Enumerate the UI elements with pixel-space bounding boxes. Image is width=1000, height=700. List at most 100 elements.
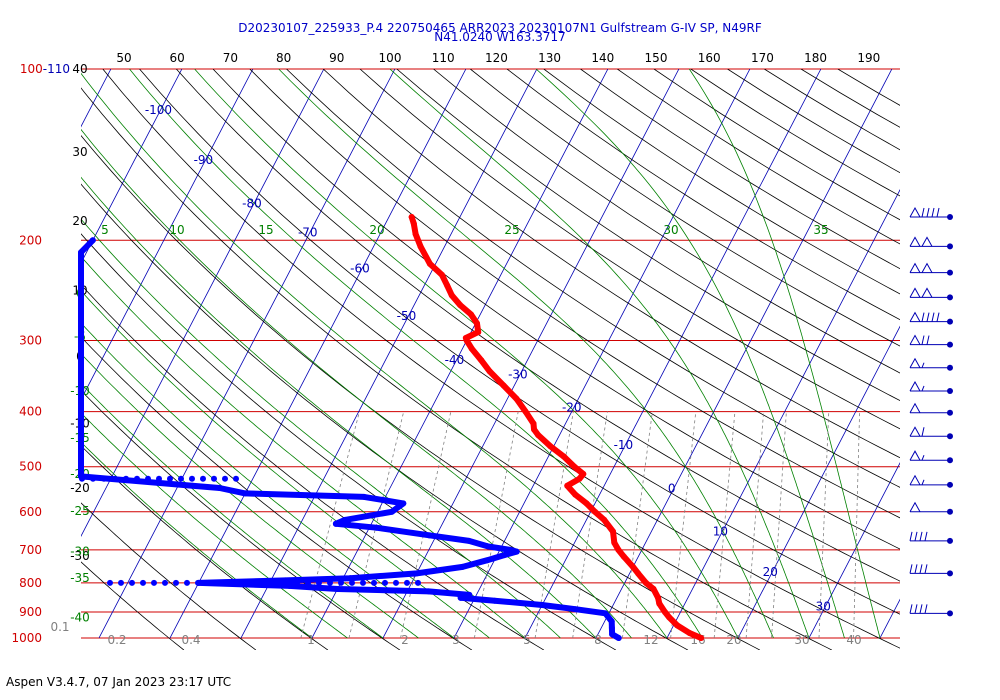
- wind-barb-flag: [936, 312, 940, 322]
- wind-barb-station: [947, 537, 953, 544]
- moist-adiabat: [81, 290, 490, 639]
- pressure-label: 800: [19, 576, 42, 590]
- temperature-point: [478, 357, 485, 364]
- mixing-ratio-label: 3: [452, 633, 460, 647]
- temperature-point: [426, 260, 433, 267]
- moist-adiabat: [389, 69, 810, 639]
- temperature-point: [656, 600, 663, 607]
- dewpoint-point: [507, 546, 514, 553]
- temperature-point: [621, 553, 628, 560]
- wind-barb-pennant: [909, 357, 921, 368]
- temperature-point: [571, 463, 578, 470]
- wind-barb-flag: [931, 207, 935, 218]
- dewpoint-point: [294, 579, 300, 586]
- top-axis-tick: 60: [170, 51, 185, 65]
- dewpoint-point: [250, 579, 256, 586]
- wind-barb-flag: [909, 564, 913, 574]
- dry-adiabat: [81, 336, 473, 650]
- dewpoint-point: [228, 579, 234, 586]
- wind-barb-flag: [921, 427, 925, 437]
- wind-barb-station: [947, 508, 953, 515]
- wind-barb-station: [947, 457, 953, 464]
- dewpoint-point: [222, 475, 228, 482]
- dry-adiabat: [359, 69, 900, 430]
- wind-barb-flag: [924, 604, 928, 614]
- dewpoint-point: [78, 297, 84, 304]
- wind-barb-station: [947, 481, 953, 488]
- chart-subtitle: N41.0240 W163.3717: [434, 30, 566, 44]
- dry-adiabat: [139, 69, 900, 615]
- dewpoint-point: [140, 579, 146, 586]
- temperature-point: [591, 508, 598, 515]
- isotherm-line: [524, 69, 822, 639]
- dewpoint-point: [89, 237, 96, 244]
- wind-barb-pennant: [909, 287, 921, 298]
- temperature-point: [438, 271, 445, 278]
- dewpoint-point: [78, 405, 84, 412]
- dewpoint-point: [189, 482, 196, 489]
- top-axis-tick: 190: [857, 51, 880, 65]
- dewpoint-point: [189, 475, 195, 482]
- temperature-point: [560, 453, 567, 460]
- wind-barb-pennant: [909, 334, 921, 345]
- isotherm-line: [240, 69, 538, 639]
- dewpoint-point: [101, 475, 107, 482]
- dewpoint-point: [459, 563, 466, 570]
- dry-adiabat: [81, 233, 617, 650]
- temperature-point: [535, 432, 542, 439]
- temperature-point: [486, 368, 493, 375]
- pressure-label: 200: [19, 233, 42, 247]
- mixing-ratio-line: [572, 411, 608, 639]
- dewpoint-point: [272, 579, 278, 586]
- moist-adiabat: [688, 69, 881, 639]
- dewpoint-point: [242, 490, 249, 497]
- wind-barb-flag: [936, 207, 940, 218]
- pressure-label: 1000: [11, 631, 42, 645]
- temperature-point: [547, 443, 554, 450]
- temperature-point: [500, 382, 507, 389]
- moist-adiabat-label: 10: [169, 223, 184, 237]
- dewpoint-point: [609, 631, 616, 638]
- isotherm-line: [382, 69, 680, 639]
- wind-barb-flag: [919, 531, 923, 541]
- dewpoint-point: [107, 579, 113, 586]
- temperature-point: [468, 311, 475, 318]
- dewpoint-point: [78, 437, 84, 444]
- moist-adiabat: [278, 69, 774, 639]
- wind-barb-station: [947, 213, 953, 220]
- mixing-ratio-label: 8: [594, 633, 602, 647]
- mixing-ratio-line: [400, 411, 452, 639]
- dewpoint-point: [513, 548, 520, 555]
- isotherm-line: [81, 69, 183, 264]
- top-axis-tick: 50: [116, 51, 131, 65]
- moist-adiabat-label: 20: [369, 223, 384, 237]
- wind-barb-flag: [924, 564, 928, 574]
- height-label: 30: [72, 145, 87, 159]
- dry-adiabat: [837, 69, 900, 106]
- dewpoint-point: [484, 543, 491, 550]
- dry-adiabat: [81, 284, 545, 650]
- wind-barb-flag: [931, 312, 935, 322]
- dry-adiabat: [212, 69, 900, 550]
- temperature-point: [408, 213, 415, 220]
- wind-barb-flag: [914, 604, 918, 614]
- mixing-ratio-label: 20: [726, 633, 741, 647]
- wind-barb-flag: [921, 335, 925, 345]
- isotherm-line: [737, 325, 900, 639]
- moist-adiabat: [535, 69, 845, 639]
- isotherm-label: -50: [397, 309, 417, 323]
- wind-barb-pennant: [909, 311, 921, 322]
- temperature-point: [610, 528, 617, 535]
- temperature-point: [650, 585, 657, 592]
- wind-barb-station: [947, 433, 953, 440]
- dewpoint-point: [90, 475, 96, 482]
- dewpoint-point: [195, 579, 201, 586]
- isotherm-lines: [81, 69, 900, 639]
- dewpoint-point: [123, 475, 129, 482]
- height-label: -20: [70, 481, 90, 495]
- wind-barb-pennant: [909, 236, 921, 247]
- isotherm-line: [311, 69, 609, 639]
- wind-barb-pennant: [909, 501, 921, 513]
- wind-barb-flag: [921, 312, 925, 322]
